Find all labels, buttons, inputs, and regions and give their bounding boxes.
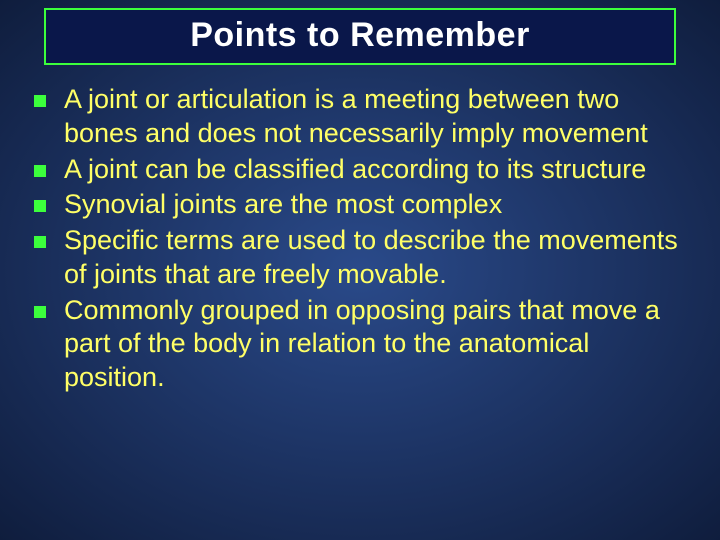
bullet-icon [34,306,46,318]
list-item: Specific terms are used to describe the … [30,224,690,292]
bullet-icon [34,95,46,107]
list-item: A joint can be classified according to i… [30,153,690,187]
bullet-text: A joint can be classified according to i… [64,153,646,187]
slide: Points to Remember A joint or articulati… [0,8,720,540]
bullet-text: Specific terms are used to describe the … [64,224,690,292]
bullet-list: A joint or articulation is a meeting bet… [0,65,720,395]
bullet-icon [34,236,46,248]
bullet-icon [34,165,46,177]
bullet-icon [34,200,46,212]
list-item: A joint or articulation is a meeting bet… [30,83,690,151]
bullet-text: Synovial joints are the most complex [64,188,502,222]
title-box: Points to Remember [44,8,676,65]
list-item: Synovial joints are the most complex [30,188,690,222]
list-item: Commonly grouped in opposing pairs that … [30,294,690,395]
slide-title: Points to Remember [46,16,674,55]
bullet-text: A joint or articulation is a meeting bet… [64,83,690,151]
bullet-text: Commonly grouped in opposing pairs that … [64,294,690,395]
